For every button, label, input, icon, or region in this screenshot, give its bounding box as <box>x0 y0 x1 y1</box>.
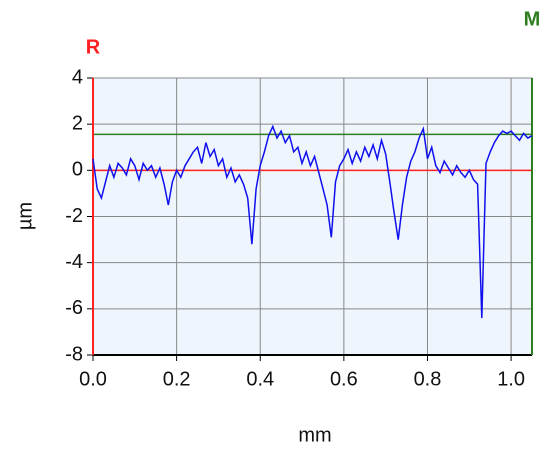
y-tick-label: -8 <box>65 343 83 365</box>
x-tick-label: 0.6 <box>330 368 358 390</box>
y-axis-label: µm <box>14 202 36 230</box>
y-tick-label: -4 <box>65 251 83 273</box>
y-tick-label: 2 <box>72 112 83 134</box>
x-tick-label: 0.0 <box>79 368 107 390</box>
x-tick-label: 1.0 <box>497 368 525 390</box>
reference-label: R <box>86 36 101 58</box>
x-tick-label: 0.8 <box>414 368 442 390</box>
y-tick-label: -6 <box>65 297 83 319</box>
y-tick-label: -2 <box>65 205 83 227</box>
x-axis-label: mm <box>298 424 331 446</box>
y-tick-label: 0 <box>72 159 83 181</box>
profile-line <box>92 124 533 319</box>
x-tick-label: 0.4 <box>246 368 274 390</box>
x-tick-label: 0.2 <box>163 368 191 390</box>
reference-label: M <box>524 8 541 30</box>
y-tick-label: 4 <box>72 66 83 88</box>
